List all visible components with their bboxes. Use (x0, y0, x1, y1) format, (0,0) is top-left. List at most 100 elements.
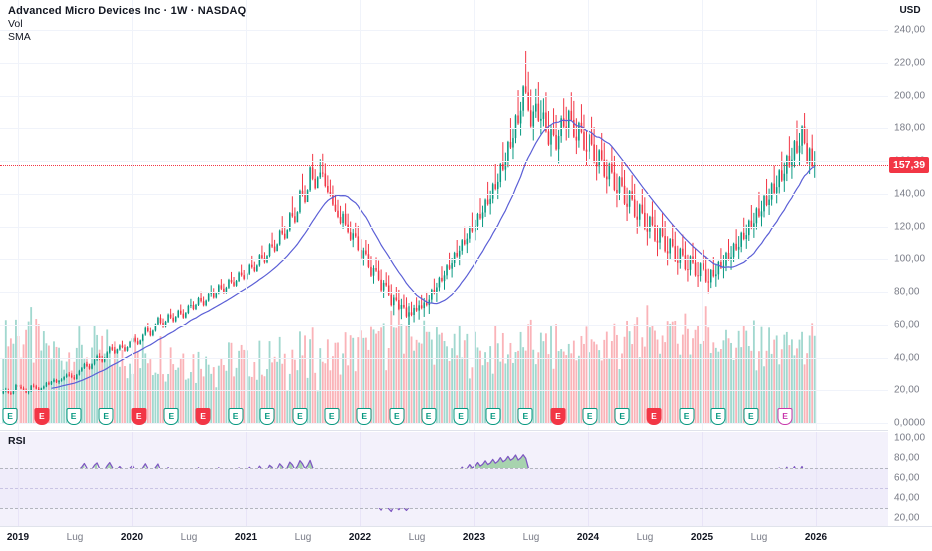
earnings-marker-miss[interactable]: E (131, 408, 147, 425)
price-axis-tick: 220,00 (894, 57, 926, 69)
gridline (702, 432, 703, 526)
rsi-axis-tick: 80,00 (894, 452, 920, 464)
rsi-axis-tick: 40,00 (894, 492, 920, 504)
gridline (0, 325, 888, 326)
price-axis-tick: 120,00 (894, 221, 926, 233)
earnings-marker-miss[interactable]: E (550, 408, 566, 425)
price-axis-tick: 20,00 (894, 384, 920, 396)
earnings-marker-beat[interactable]: E (453, 408, 469, 425)
gridline (0, 259, 888, 260)
time-axis-year-tick: 2022 (348, 532, 372, 543)
earnings-marker-beat[interactable]: E (485, 408, 501, 425)
rsi-level-70 (0, 468, 888, 469)
rsi-label[interactable]: RSI (8, 435, 26, 447)
earnings-marker-beat[interactable]: E (356, 408, 372, 425)
gridline (0, 423, 888, 424)
indicator-sma-label[interactable]: SMA (8, 31, 31, 43)
earnings-marker-next[interactable]: E (777, 408, 793, 425)
earnings-marker-beat[interactable]: E (582, 408, 598, 425)
earnings-marker-beat[interactable]: E (389, 408, 405, 425)
rsi-level-30 (0, 508, 888, 509)
earnings-marker-beat[interactable]: E (2, 408, 18, 425)
rsi-axis[interactable]: 100,00 80,00 60,00 40,00 20,00 (888, 432, 932, 526)
gridline (360, 0, 361, 430)
gridline (816, 0, 817, 430)
time-axis-year-tick: 2020 (120, 532, 144, 543)
price-axis-tick: 0,0000 (894, 417, 926, 429)
earnings-marker-miss[interactable]: E (34, 408, 50, 425)
sma-line (51, 119, 816, 389)
earnings-marker-beat[interactable]: E (163, 408, 179, 425)
current-price-line (0, 165, 888, 167)
time-axis-year-tick: 2019 (6, 532, 30, 543)
price-axis-tick: 40,00 (894, 352, 920, 364)
price-axis-tick: 180,00 (894, 122, 926, 134)
gridline (0, 390, 888, 391)
time-axis-month-tick: Lug (636, 532, 654, 543)
currency-label: USD (899, 5, 921, 16)
earnings-marker-beat[interactable]: E (614, 408, 630, 425)
gridline (0, 292, 888, 293)
gridline (0, 63, 888, 64)
current-price-tag: 157,39 (889, 157, 930, 174)
gridline (360, 432, 361, 526)
gridline (588, 0, 589, 430)
price-axis-tick: 60,00 (894, 319, 920, 331)
gridline (0, 358, 888, 359)
earnings-marker-beat[interactable]: E (679, 408, 695, 425)
time-axis-month-tick: Lug (522, 532, 540, 543)
gridline (816, 432, 817, 526)
rsi-pane[interactable]: RSI (0, 432, 888, 526)
gridline (588, 432, 589, 526)
time-axis-month-tick: Lug (294, 532, 312, 543)
rsi-axis-tick: 60,00 (894, 472, 920, 484)
time-axis-year-tick: 2026 (804, 532, 828, 543)
time-axis-year-tick: 2025 (690, 532, 714, 543)
earnings-marker-miss[interactable]: E (646, 408, 662, 425)
price-axis-tick: 240,00 (894, 24, 926, 36)
rsi-axis-tick: 100,00 (894, 432, 926, 444)
gridline (246, 432, 247, 526)
rsi-axis-tick: 20,00 (894, 512, 920, 524)
earnings-marker-beat[interactable]: E (292, 408, 308, 425)
time-axis-year-tick: 2024 (576, 532, 600, 543)
gridline (246, 0, 247, 430)
gridline (702, 0, 703, 430)
pane-separator (0, 430, 888, 431)
price-axis-tick: 100,00 (894, 253, 926, 265)
earnings-marker-beat[interactable]: E (421, 408, 437, 425)
earnings-marker-beat[interactable]: E (517, 408, 533, 425)
price-axis-tick: 80,00 (894, 286, 920, 298)
earnings-marker-beat[interactable]: E (259, 408, 275, 425)
gridline (474, 432, 475, 526)
earnings-marker-beat[interactable]: E (743, 408, 759, 425)
gridline (132, 0, 133, 430)
earnings-marker-beat[interactable]: E (710, 408, 726, 425)
earnings-marker-beat[interactable]: E (66, 408, 82, 425)
indicator-volume-label[interactable]: Vol (8, 18, 23, 30)
earnings-marker-miss[interactable]: E (195, 408, 211, 425)
price-axis-tick: 140,00 (894, 188, 926, 200)
price-pane[interactable] (0, 0, 888, 430)
time-axis-month-tick: Lug (408, 532, 426, 543)
chart-legend: Advanced Micro Devices Inc · 1W · NASDAQ… (8, 4, 246, 44)
time-axis-year-tick: 2023 (462, 532, 486, 543)
price-axis[interactable]: USD 240,00220,00200,00180,00160,00140,00… (888, 0, 932, 430)
gridline (0, 128, 888, 129)
time-axis[interactable]: 2019 Lug 2020 Lug 2021 Lug 2022 Lug 2023 Lug 2024 L… (0, 526, 932, 551)
gridline (0, 161, 888, 162)
time-axis-month-tick: Lug (180, 532, 198, 543)
candlestick-series (2, 50, 816, 423)
symbol-title[interactable]: Advanced Micro Devices Inc · 1W · NASDAQ (8, 5, 247, 17)
gridline (18, 432, 19, 526)
earnings-marker-beat[interactable]: E (324, 408, 340, 425)
gridline (0, 194, 888, 195)
time-axis-year-tick: 2021 (234, 532, 258, 543)
earnings-marker-beat[interactable]: E (98, 408, 114, 425)
earnings-marker-beat[interactable]: E (228, 408, 244, 425)
price-axis-tick: 200,00 (894, 90, 926, 102)
gridline (132, 432, 133, 526)
time-axis-month-tick: Lug (750, 532, 768, 543)
